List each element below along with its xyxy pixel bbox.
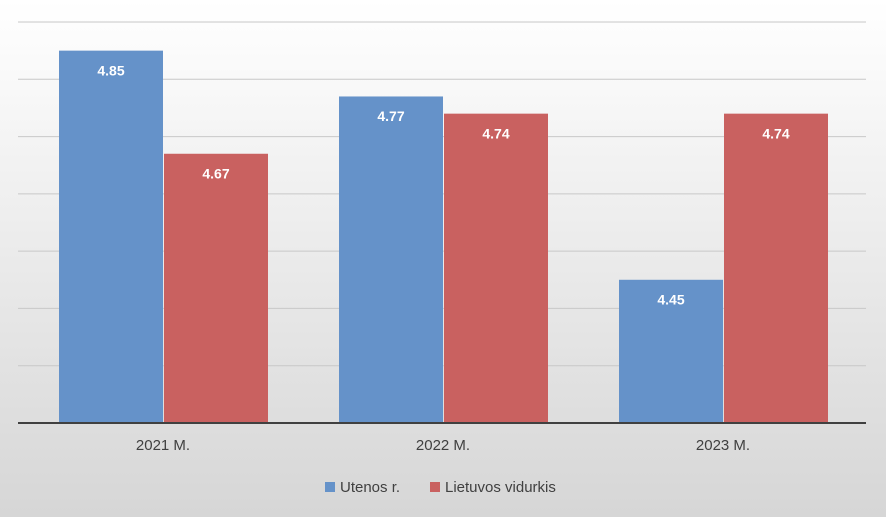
x-tick-label: 2021 M. [136,437,190,454]
x-tick-label: 2023 M. [696,437,750,454]
value-label: 4.85 [97,62,124,78]
bar [444,113,548,424]
legend-swatch [430,482,440,492]
value-label: 4.77 [377,108,404,124]
legend-label: Utenos r. [340,479,400,496]
value-label: 4.67 [202,165,229,181]
bar [339,96,443,423]
legend-label: Lietuvos vidurkis [445,479,556,496]
legend-swatch [325,482,335,492]
value-label: 4.74 [482,125,509,141]
bar [724,113,828,424]
value-label: 4.74 [762,125,789,141]
bar [164,153,268,423]
x-tick-label: 2022 M. [416,437,470,454]
bar [619,279,723,423]
bar [59,50,163,424]
value-label: 4.45 [657,291,684,307]
